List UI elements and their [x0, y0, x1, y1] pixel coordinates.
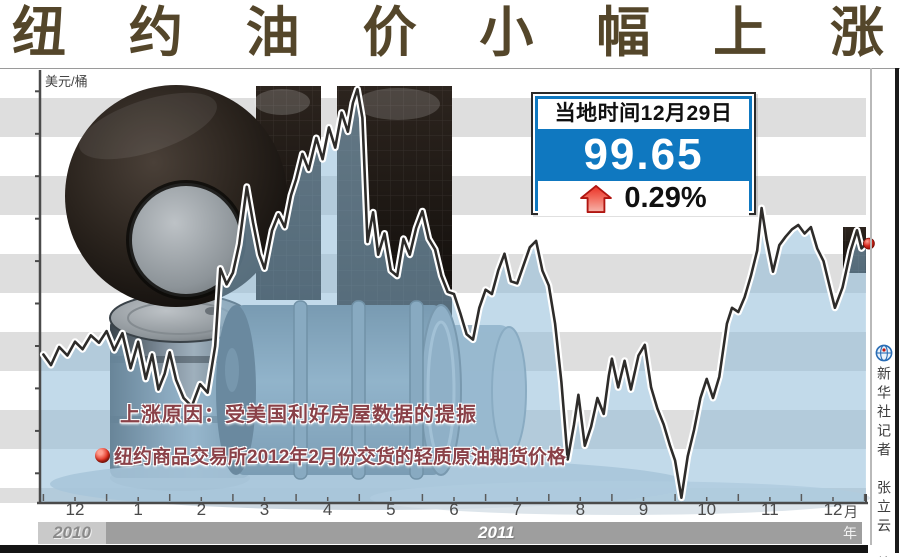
x-tick-label: 3: [259, 500, 270, 519]
year-2011-bar: 2011 年: [106, 522, 862, 544]
credit-separator-line: [870, 68, 872, 545]
price-line: [42, 87, 868, 499]
x-tick-label: 12: [65, 500, 85, 519]
x-tick-label: 12: [823, 500, 843, 519]
x-tick-label: 6: [449, 500, 459, 519]
source-annotation-text: 纽约商品交易所2012年2月份交货的轻质原油期货价格: [114, 447, 566, 468]
x-tick-label: 7: [512, 500, 522, 519]
badge-change-value: 0.29%: [624, 182, 707, 214]
x-tick-label: 4: [322, 500, 333, 519]
year-suffix-label: 年: [843, 525, 857, 541]
credit-text: 新华社记者 张立云 编制: [876, 366, 892, 557]
x-tick-label: 11: [761, 500, 779, 519]
title-divider: [0, 68, 900, 69]
x-tick-label: 1: [133, 500, 143, 519]
price-badge: 当地时间12月29日 99.65 0.29%: [531, 92, 756, 216]
up-arrow-icon: [580, 184, 613, 213]
x-tick-label: 2: [196, 500, 207, 519]
credit-column: 新华社记者 张立云 编制: [872, 344, 895, 557]
black-ring-o-illustration: [65, 85, 287, 307]
year-2010-chip: 2010: [38, 522, 106, 544]
x-tick-label: 8: [575, 500, 586, 519]
x-axis-month-suffix: 月: [844, 504, 858, 520]
x-tick-label: 5: [386, 500, 396, 519]
footer-black-bar: [0, 545, 868, 553]
x-tick-label: 10: [697, 500, 717, 519]
xinhua-globe-icon: [875, 344, 892, 362]
reason-annotation: 上涨原因：受美国利好房屋数据的提振: [120, 404, 477, 426]
page-title: 纽约油价小幅上涨: [12, 3, 884, 63]
badge-price-value: 99.65: [583, 130, 704, 179]
y-axis-tick-labels: 114110106102989490868278: [0, 0, 36, 557]
price-badge-frame: 当地时间12月29日 99.65 0.29%: [535, 96, 752, 216]
year-2011-label: 2011: [478, 523, 515, 542]
right-frame-border: [895, 68, 899, 553]
latest-price-dot: [863, 237, 875, 250]
badge-change-row: 0.29%: [538, 181, 749, 216]
source-annotation: 纽约商品交易所2012年2月份交货的轻质原油期货价格: [95, 442, 566, 469]
x-tick-label: 9: [638, 500, 649, 519]
badge-date-label: 当地时间12月29日: [538, 99, 749, 129]
red-sphere-bullet-icon: [95, 448, 110, 463]
y-axis-unit-label: 美元/桶: [45, 74, 88, 89]
